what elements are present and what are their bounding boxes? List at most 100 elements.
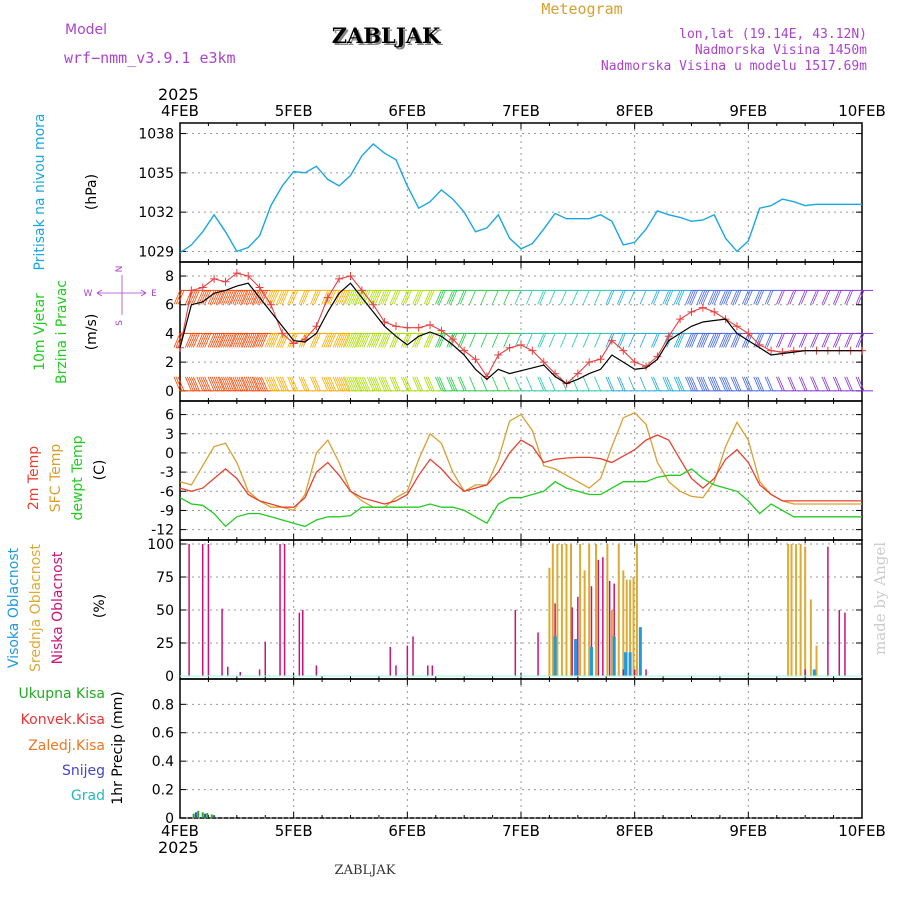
- cloud-mid-bar: [595, 544, 598, 676]
- wind-barb-feather: [354, 333, 361, 348]
- wind-ytick-label: 2: [165, 355, 174, 371]
- wind-barb-feather: [190, 333, 198, 348]
- cloud-mid-bar: [556, 544, 559, 676]
- cloud-mid-bar: [632, 577, 635, 676]
- wind-barb-feather: [666, 376, 674, 391]
- wind-barb-feather: [539, 333, 547, 348]
- x-tick-label-top: 4FEB: [161, 102, 199, 120]
- wind-barb-feather: [571, 290, 579, 305]
- wind-barb-feather: [221, 376, 228, 391]
- wind-barb-feather: [281, 290, 289, 305]
- wind-gust-marker: [619, 346, 628, 355]
- wind-barb-feather: [225, 376, 232, 391]
- wind-barb-feather: [416, 290, 424, 305]
- wind-barb-feather: [321, 333, 329, 348]
- wind-barb-feather: [675, 333, 683, 348]
- wind-barb-feather: [289, 333, 297, 348]
- wind-ytick-label: 8: [165, 269, 174, 285]
- wind-gust-marker: [789, 346, 798, 355]
- temperature-frame: [179, 400, 863, 541]
- wind-barb-feather: [687, 290, 694, 305]
- cloud-mid-bar: [570, 544, 573, 676]
- wind-barb-feather: [234, 333, 242, 348]
- wind-barb-feather: [491, 333, 499, 348]
- wind-barb-feather: [391, 290, 399, 305]
- wind-barb-feather: [268, 376, 276, 391]
- wind-barb-feather: [834, 376, 842, 391]
- cloud-axis-title-mid: Srednja Oblacnost: [28, 544, 44, 672]
- wind-barb-feather: [234, 290, 242, 305]
- x-tick-label-bottom: 9FEB: [729, 822, 767, 840]
- wind-barb-feather: [427, 290, 435, 305]
- footer-station: ZABLJAK: [335, 863, 396, 878]
- wind-barb-feather: [582, 333, 590, 348]
- wind-barb-feather: [480, 376, 488, 391]
- wind-barb-feather: [363, 376, 371, 391]
- wind-barb-feather: [696, 333, 704, 348]
- wind-barb-feather: [264, 333, 272, 348]
- wind-barb-feather: [713, 333, 721, 348]
- wind-barb-feather: [437, 376, 444, 391]
- cloud-low-bar: [804, 669, 806, 676]
- wind-barb-feather: [855, 333, 863, 348]
- wind-barb-feather: [355, 376, 363, 391]
- wind-barb-feather: [798, 376, 806, 391]
- wind-barb-feather: [857, 376, 865, 391]
- wind-barb-feather: [404, 290, 412, 305]
- wind-barb-feather: [184, 333, 192, 348]
- cloud-mid-bar: [815, 645, 818, 676]
- wind-barb-feather: [382, 376, 389, 391]
- wind-barb-feather: [186, 376, 194, 391]
- cloud-high-bar: [628, 652, 632, 676]
- cloud-low-bar: [283, 544, 286, 676]
- wind-barb-feather: [412, 376, 420, 391]
- wind-barb-feather: [300, 333, 308, 348]
- cloud-low-bar: [537, 632, 539, 676]
- cloud-low-bar: [406, 645, 409, 676]
- wind-barb-feather: [359, 376, 367, 391]
- wind-barb-feather: [702, 376, 710, 391]
- wind-barb-feather: [323, 376, 331, 391]
- wind-gust-marker: [278, 329, 287, 338]
- x-tick-label-bottom: 6FEB: [388, 822, 426, 840]
- wind-barb-feather: [327, 376, 335, 391]
- wind-barb-feather: [229, 290, 236, 305]
- x-tick-label-top: 10FEB: [838, 102, 885, 120]
- wind-barb-feather: [821, 333, 829, 348]
- wind-barb-feather: [253, 376, 260, 391]
- wind-barb-feather: [350, 333, 357, 348]
- wind-barb-feather: [336, 333, 344, 348]
- wind-barb-feather: [300, 376, 308, 391]
- wind-ytick-label: 0: [165, 384, 174, 400]
- wind-barb-feather: [514, 333, 522, 348]
- wind-barb-feather: [255, 376, 262, 391]
- wind-barb-feather: [416, 376, 424, 391]
- wind-barb-feather: [741, 333, 749, 348]
- wind-barb-feather: [192, 290, 200, 305]
- wind-barb-feather: [503, 333, 511, 348]
- wind-barb-feather: [743, 376, 751, 391]
- precip-panel: 0 0.2 0.4 0.6 0.8 Ukupna Kisa Konvek.Kisa Zaled…: [18, 678, 863, 827]
- wind-barb-feather: [446, 290, 454, 305]
- wind-barb-feather: [402, 290, 410, 305]
- wind-barb-feather: [778, 376, 785, 391]
- wind-barb-feather: [687, 376, 694, 391]
- wind-barb-feather: [314, 333, 321, 348]
- wind-barb-feather: [707, 333, 715, 348]
- wind-barb-feather: [823, 333, 831, 348]
- wind-barb-feather: [368, 333, 376, 348]
- wind-barb-feather: [412, 333, 420, 348]
- wind-barb-feather: [261, 333, 268, 348]
- temperature-ytick-label: -12: [151, 523, 174, 539]
- cloud-mid-bar: [579, 544, 582, 676]
- cloud-mid-bar: [804, 546, 807, 676]
- cloud-mid-bar: [617, 544, 620, 676]
- cloud-low-bar: [395, 665, 397, 676]
- wind-barb-feather: [192, 376, 200, 391]
- precip-ytick-label: 0.8: [152, 697, 174, 713]
- cloud-low-bar: [827, 546, 829, 676]
- wind-barb-feather: [346, 290, 353, 305]
- wind-barb-feather: [236, 290, 244, 305]
- wind-barb-feather: [361, 333, 369, 348]
- wind-barb-feather: [213, 376, 221, 391]
